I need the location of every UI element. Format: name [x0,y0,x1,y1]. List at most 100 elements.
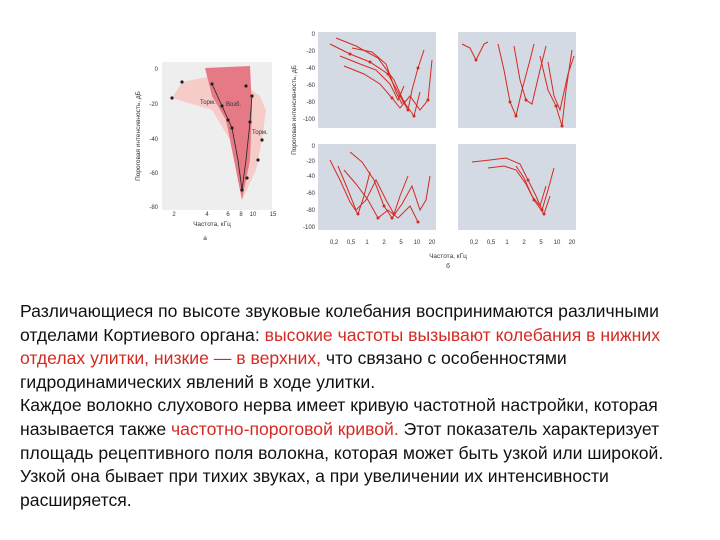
data-point [348,52,352,56]
curve [343,169,419,223]
region-label: Торм. [252,130,268,136]
x-tick-label: 5 [399,240,403,246]
y-tick-label: -20 [149,102,158,108]
data-point [210,82,214,86]
curve [513,45,547,105]
x-tick-label: 4 [205,212,209,218]
figure-svg: Торм. Возб. Торм. 0 -20 -40 -60 -80 2 4 … [135,32,576,270]
region-label: Возб. [226,102,241,108]
x-tick-label: 10 [250,212,257,218]
data-point [416,220,420,224]
data-point [356,212,360,216]
data-point [398,94,402,98]
x-tick-label: 2 [172,212,176,218]
excitation-region [205,66,252,200]
x-axis-label: Частота, кГц [429,253,467,260]
data-point [368,60,372,64]
x-tick-label: 20 [569,240,576,246]
y-axis-label: Пороговая интенсивность, дБ [135,91,142,181]
curve [547,55,575,112]
x-tick-label: 2 [522,240,526,246]
data-point [402,100,406,104]
figure-b-panel-bottom-right [458,144,576,230]
y-tick-label: 0 [312,32,316,38]
curve [349,151,431,219]
y-tick-label: 0 [155,67,159,73]
highlighted-text: частотно-пороговой кривой. [171,418,399,439]
data-point [382,204,386,208]
data-point [540,208,544,212]
x-tick-label: 20 [429,240,436,246]
paragraph-1: Различающиеся по высоте звуковые колебан… [20,300,700,394]
data-point [220,104,224,108]
data-point [392,212,396,216]
data-point [514,114,518,118]
x-tick-label: 5 [539,240,543,246]
text-run: что связано с особенностями гидродинамич… [20,348,567,392]
x-tick-label: 15 [270,212,277,218]
y-tick-label: -60 [306,191,315,197]
curve [351,47,403,105]
text-run: Различающиеся по высоте звуковые колебан… [20,301,659,345]
y-tick-label: -20 [306,159,315,165]
curve [343,59,433,111]
data-point [416,66,420,70]
x-tick-label: 0,2 [470,240,479,246]
x-tick-label: 0,5 [487,240,496,246]
caption-text: Различающиеся по высоте звуковые колебан… [20,300,700,512]
figure-a: Торм. Возб. Торм. 0 -20 -40 -60 -80 2 4 … [135,62,277,242]
panel-letter: а [203,235,207,242]
text-run: Этот показатель характеризует площадь ре… [20,418,664,510]
figure-a-points [170,80,264,192]
region-label: Торм. [200,100,216,106]
y-tick-label: -80 [306,208,315,214]
data-point [526,178,530,182]
data-point [260,138,264,142]
data-point [412,114,416,118]
y-tick-label: -100 [303,117,316,123]
y-tick-label: 0 [312,144,316,150]
curve [539,49,573,127]
x-tick-label: 10 [414,240,421,246]
figure: Торм. Возб. Торм. 0 -20 -40 -60 -80 2 4 … [135,32,576,270]
data-point [508,100,512,104]
data-point [406,108,410,112]
paragraph-2: Каждое волокно слухового нерва имеет кри… [20,394,700,512]
data-point [244,84,248,88]
data-point [554,104,558,108]
panel-letter: б [446,262,450,270]
x-axis-label: Частота, кГц [193,221,231,228]
curve [337,165,409,216]
data-point [170,96,174,100]
x-tick-label: 0,5 [347,240,356,246]
data-point [180,80,184,84]
data-point [240,188,244,192]
data-point [542,212,546,216]
y-tick-label: -60 [149,171,158,177]
x-tick-label: 6 [226,212,230,218]
data-point [230,126,234,130]
data-point [248,120,252,124]
data-point [376,216,380,220]
data-point [524,98,528,102]
data-point [226,118,230,122]
curve [329,159,371,216]
x-tick-label: 10 [554,240,561,246]
data-point [560,124,564,128]
data-point [386,72,390,76]
x-tick-label: 1 [365,240,369,246]
y-tick-label: -100 [303,225,316,231]
text-run: Каждое волокно слухового нерва имеет кри… [20,395,658,439]
data-point [390,216,394,220]
y-tick-label: -60 [306,83,315,89]
highlighted-text: высокие частоты вызывают колебания в ниж… [20,324,661,369]
curve [515,165,547,208]
data-point [390,96,394,100]
tuning-curve-right [241,95,253,191]
data-point [245,176,249,180]
curve [407,49,425,111]
y-axis-label: Пороговая интенсивность, дБ [291,65,298,155]
y-tick-label: -40 [149,137,158,143]
y-tick-label: -40 [306,66,315,72]
data-point [532,198,536,202]
